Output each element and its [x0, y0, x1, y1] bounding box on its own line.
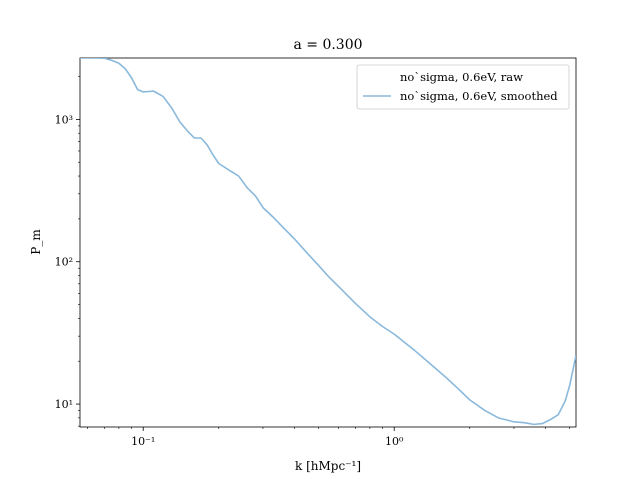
- legend: no`sigma, 0.6eV, raw no`sigma, 0.6eV, sm…: [356, 64, 570, 110]
- x-axis-label: k [hMpc⁻¹]: [295, 459, 361, 473]
- ticks-layer: 10⁻¹ 10⁰ 10¹ 10² 10³: [55, 76, 570, 448]
- series-line-1: [80, 58, 576, 426]
- x-tick-label: 10⁰: [385, 435, 404, 448]
- y-tick-label: 10²: [55, 256, 73, 269]
- series-layer: [80, 58, 576, 426]
- y-tick-label: 10¹: [55, 398, 73, 411]
- legend-box: [356, 64, 570, 110]
- plot-area: [79, 57, 577, 428]
- legend-label-smoothed: no`sigma, 0.6eV, smoothed: [400, 89, 558, 103]
- y-axis-label: P_m: [29, 229, 43, 255]
- chart-title: a = 0.300: [293, 37, 362, 53]
- y-tick-label: 10³: [55, 113, 73, 126]
- legend-label-raw: no`sigma, 0.6eV, raw: [400, 70, 523, 84]
- x-tick-label: 10⁻¹: [131, 435, 155, 448]
